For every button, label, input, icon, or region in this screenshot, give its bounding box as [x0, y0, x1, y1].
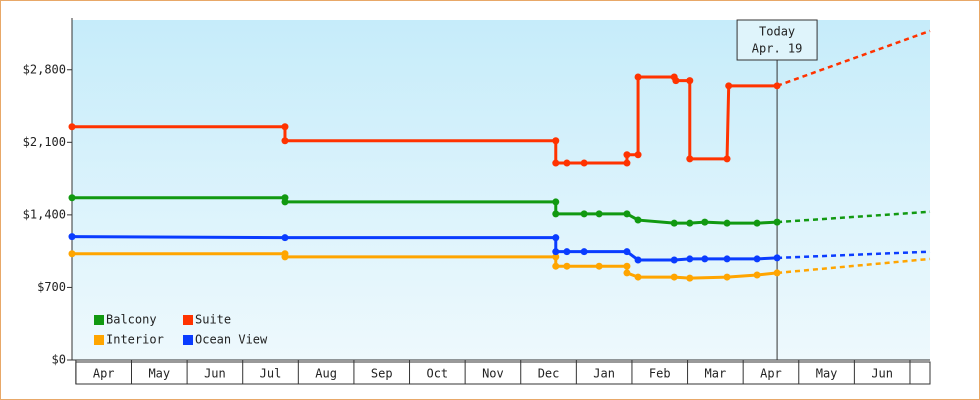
- point: [580, 159, 588, 167]
- point: [623, 159, 631, 167]
- point: [552, 210, 560, 218]
- point: [634, 73, 642, 81]
- point: [623, 151, 631, 159]
- legend-label: Balcony: [106, 313, 157, 327]
- point: [595, 210, 603, 218]
- x-tick-label: May: [816, 367, 838, 381]
- point: [623, 262, 631, 270]
- point: [723, 155, 731, 163]
- x-tick-label: Jun: [871, 367, 893, 381]
- x-tick-label: Jul: [260, 367, 282, 381]
- point: [563, 248, 571, 256]
- point: [634, 151, 642, 159]
- point: [670, 256, 678, 264]
- point: [701, 255, 709, 263]
- x-tick-label: Feb: [649, 367, 671, 381]
- y-tick-label: $0: [52, 353, 66, 367]
- plot-area: [72, 20, 930, 360]
- point: [68, 233, 76, 241]
- legend-label: Ocean View: [195, 333, 268, 347]
- y-tick-label: $700: [37, 280, 66, 294]
- point: [753, 219, 761, 227]
- point: [552, 262, 560, 270]
- point: [552, 234, 560, 242]
- point: [563, 262, 571, 270]
- series-line: [72, 75, 778, 165]
- point: [68, 250, 76, 258]
- point: [281, 234, 289, 242]
- today-label: Apr. 19: [752, 42, 803, 56]
- x-tick-label: Aug: [315, 367, 337, 381]
- legend-swatch: [183, 335, 193, 345]
- point: [634, 256, 642, 264]
- legend-swatch: [183, 315, 193, 325]
- point: [670, 219, 678, 227]
- point: [563, 159, 571, 167]
- point: [281, 253, 289, 261]
- point: [623, 269, 631, 277]
- x-tick-label: Jun: [204, 367, 226, 381]
- point: [552, 248, 560, 256]
- point: [686, 77, 694, 85]
- point: [672, 77, 680, 85]
- legend-swatch: [94, 335, 104, 345]
- point: [723, 273, 731, 281]
- point: [281, 198, 289, 206]
- x-tick-label: Jan: [593, 367, 615, 381]
- point: [723, 255, 731, 263]
- point: [686, 219, 694, 227]
- point: [580, 248, 588, 256]
- point: [623, 248, 631, 256]
- point: [753, 271, 761, 279]
- today-label: Today: [759, 25, 795, 39]
- point: [670, 273, 678, 281]
- x-tick-label: Apr: [93, 367, 115, 381]
- legend-label: Suite: [195, 313, 231, 327]
- today-box: [736, 19, 818, 61]
- x-tick-label: May: [148, 367, 170, 381]
- point: [686, 155, 694, 163]
- point: [773, 82, 781, 90]
- point: [68, 123, 76, 131]
- point: [634, 273, 642, 281]
- point: [552, 159, 560, 167]
- legend-swatch: [94, 315, 104, 325]
- y-tick-label: $1,400: [23, 207, 66, 221]
- point: [281, 123, 289, 131]
- point: [773, 218, 781, 226]
- point: [725, 82, 733, 90]
- point: [281, 137, 289, 145]
- point: [634, 216, 642, 224]
- point: [773, 269, 781, 277]
- point: [595, 262, 603, 270]
- point: [580, 210, 588, 218]
- y-tick-label: $2,100: [23, 135, 66, 149]
- forecast-line: [776, 257, 931, 275]
- point: [701, 218, 709, 226]
- point: [686, 255, 694, 263]
- x-tick-label: Apr: [760, 367, 782, 381]
- x-tick-label: Oct: [426, 367, 448, 381]
- y-tick-label: $2,800: [23, 62, 66, 76]
- point: [723, 219, 731, 227]
- forecast-line: [776, 210, 931, 224]
- point: [753, 255, 761, 263]
- x-tick-label: Sep: [371, 367, 393, 381]
- point: [552, 137, 560, 145]
- x-tick-label: Dec: [538, 367, 560, 381]
- point: [552, 253, 560, 261]
- point: [552, 198, 560, 206]
- x-tick-label: Nov: [482, 367, 504, 381]
- legend-label: Interior: [106, 333, 164, 347]
- point: [686, 274, 694, 282]
- x-tick-label: Mar: [705, 367, 727, 381]
- point: [623, 210, 631, 218]
- point: [773, 254, 781, 262]
- point: [68, 194, 76, 202]
- forecast-line: [777, 250, 931, 260]
- forecast-line: [776, 29, 931, 87]
